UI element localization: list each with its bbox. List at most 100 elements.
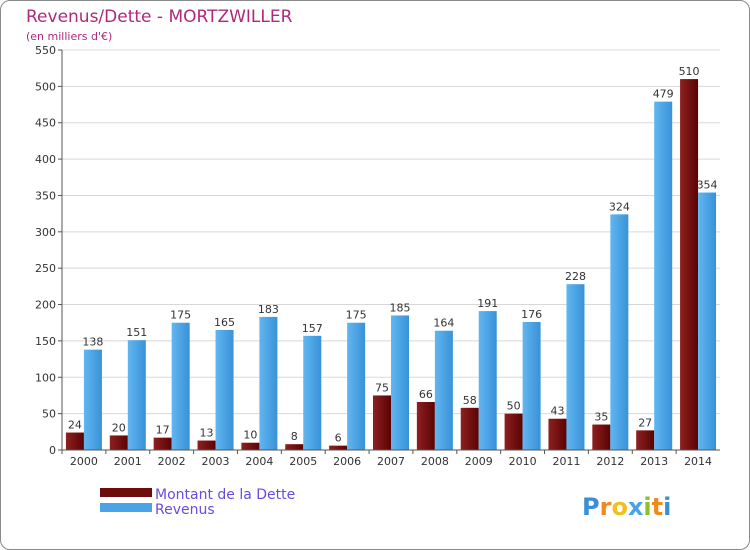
- x-tick-label-2012: 2012: [596, 455, 624, 468]
- bar-revenue-2008: [434, 330, 453, 450]
- bars: [65, 79, 717, 451]
- data-label-revenue-2009: 191: [477, 297, 498, 310]
- x-tick-label-2006: 2006: [333, 455, 361, 468]
- data-label-debt-2014: 510: [679, 65, 700, 78]
- data-label-debt-2007: 75: [375, 381, 389, 394]
- y-tick-label: 0: [49, 444, 56, 457]
- proxiti-logo: Proxiti: [582, 493, 671, 521]
- x-tick-label-2014: 2014: [684, 455, 712, 468]
- logo-letter-r: r: [600, 493, 612, 521]
- y-tick-label: 100: [35, 371, 56, 384]
- bar-revenue-2001: [127, 340, 146, 450]
- x-tick-label-2003: 2003: [202, 455, 230, 468]
- y-tick-label: 400: [35, 153, 56, 166]
- bar-debt-2000: [65, 432, 84, 450]
- x-tick-label-2011: 2011: [552, 455, 580, 468]
- data-label-revenue-2001: 151: [126, 326, 147, 339]
- axes: [61, 50, 720, 451]
- bar-revenue-2002: [171, 322, 190, 450]
- bar-revenue-2007: [391, 315, 409, 450]
- bar-revenue-2014: [698, 192, 717, 450]
- data-label-debt-2005: 8: [291, 430, 298, 443]
- x-tick-label-2001: 2001: [114, 455, 142, 468]
- x-tick-label-2009: 2009: [465, 455, 493, 468]
- data-label-debt-2000: 24: [68, 419, 82, 432]
- data-label-debt-2004: 10: [243, 429, 257, 442]
- data-label-revenue-2007: 185: [390, 301, 411, 314]
- logo-letter-i: i: [643, 493, 651, 521]
- data-label-debt-2006: 6: [335, 432, 342, 445]
- data-label-revenue-2013: 479: [653, 88, 674, 101]
- bar-revenue-2012: [610, 214, 629, 450]
- data-label-revenue-2010: 176: [521, 308, 542, 321]
- data-label-debt-2013: 27: [638, 416, 652, 429]
- bar-revenue-2009: [478, 311, 497, 450]
- bar-debt-2014: [680, 79, 699, 450]
- bar-debt-2009: [460, 407, 479, 450]
- bar-revenue-2000: [83, 349, 102, 450]
- legend-swatch-revenue: [100, 503, 152, 512]
- logo-letter-o: o: [611, 493, 628, 521]
- y-tick-label: 550: [35, 44, 56, 57]
- data-label-debt-2012: 35: [594, 411, 608, 424]
- bar-revenue-2005: [303, 335, 322, 450]
- bar-debt-2013: [636, 430, 655, 450]
- bar-revenue-2006: [347, 322, 366, 450]
- logo-letter-i2: i: [663, 493, 671, 521]
- data-label-debt-2002: 17: [156, 424, 170, 437]
- data-label-revenue-2002: 175: [170, 309, 191, 322]
- data-label-debt-2008: 66: [419, 388, 433, 401]
- x-axis-ticks: 2000 2001 2002 2003 2004 2005 2006 2007 2008 2009…: [61, 450, 712, 468]
- bar-debt-2007: [373, 395, 391, 450]
- logo-letter-x: x: [628, 493, 644, 521]
- bar-revenue-2004: [259, 316, 278, 450]
- logo-letter-p: P: [582, 493, 600, 521]
- bar-revenue-2013: [654, 101, 673, 451]
- x-tick-label-2000: 2000: [70, 455, 98, 468]
- data-label-debt-2009: 58: [463, 394, 477, 407]
- x-tick-label-2004: 2004: [245, 455, 273, 468]
- y-tick-label: 450: [35, 117, 56, 130]
- y-tick-label: 350: [35, 189, 56, 202]
- bar-debt-2011: [548, 418, 567, 450]
- data-label-revenue-2012: 324: [609, 200, 630, 213]
- logo-letter-t: t: [652, 493, 663, 521]
- legend-swatch-debt: [100, 488, 152, 497]
- data-label-revenue-2011: 228: [565, 270, 586, 283]
- y-tick-label: 250: [35, 262, 56, 275]
- bar-debt-2005: [285, 444, 304, 450]
- bar-debt-2010: [504, 413, 523, 450]
- x-tick-label-2008: 2008: [421, 455, 449, 468]
- data-label-revenue-2014: 354: [697, 179, 718, 192]
- bar-debt-2004: [241, 442, 260, 450]
- data-label-revenue-2004: 183: [258, 303, 279, 316]
- bar-revenue-2010: [522, 322, 541, 450]
- bar-debt-2001: [109, 435, 128, 450]
- y-tick-label: 300: [35, 226, 56, 239]
- y-tick-label: 50: [42, 408, 56, 421]
- x-tick-label-2013: 2013: [640, 455, 668, 468]
- data-label-revenue-2008: 164: [433, 317, 454, 330]
- legend: Montant de la Dette Revenus: [100, 487, 295, 518]
- x-tick-label-2005: 2005: [289, 455, 317, 468]
- y-tick-label: 200: [35, 299, 56, 312]
- data-label-debt-2001: 20: [112, 421, 126, 434]
- chart-subtitle: (en milliers d'€): [26, 30, 112, 43]
- y-tick-label: 500: [35, 80, 56, 93]
- chart-title: Revenus/Dette - MORTZWILLER: [26, 7, 293, 27]
- data-label-revenue-2000: 138: [82, 336, 103, 349]
- data-label-revenue-2006: 175: [346, 309, 367, 322]
- bar-debt-2006: [329, 445, 348, 450]
- data-label-debt-2003: 13: [200, 427, 214, 440]
- y-tick-label: 150: [35, 335, 56, 348]
- data-label-debt-2010: 50: [507, 400, 521, 413]
- bar-debt-2002: [153, 437, 172, 450]
- data-label-revenue-2005: 157: [302, 322, 323, 335]
- data-labels: 24 138 20 151 17 175 13 165 10 183 8 157 6 175 75 185 66…: [68, 65, 718, 445]
- y-axis-ticks: 0 50 100 150 200 250 300 350 400 450 500 550: [35, 44, 62, 457]
- x-tick-label-2010: 2010: [509, 455, 537, 468]
- bar-revenue-2011: [566, 284, 585, 450]
- legend-label-revenue: Revenus: [155, 502, 215, 518]
- data-label-revenue-2003: 165: [214, 316, 235, 329]
